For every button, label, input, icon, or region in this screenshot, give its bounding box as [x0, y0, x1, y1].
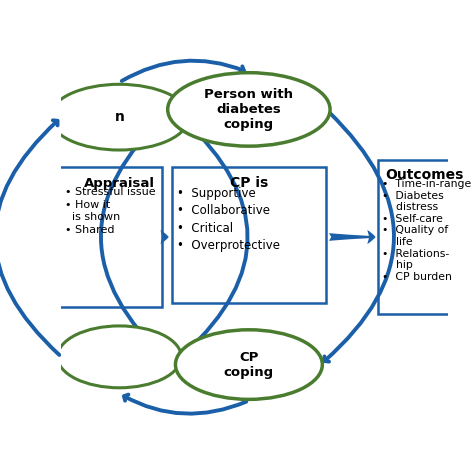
Text: Person with
diabetes
coping: Person with diabetes coping	[204, 88, 293, 131]
Text: • Stressful issue
• How it
  is shown
• Shared: • Stressful issue • How it is shown • Sh…	[65, 187, 156, 235]
Ellipse shape	[175, 330, 322, 400]
Text: n: n	[114, 110, 124, 124]
Ellipse shape	[57, 326, 181, 388]
Text: Outcomes: Outcomes	[385, 168, 464, 182]
Ellipse shape	[168, 73, 330, 146]
Text: Appraisal: Appraisal	[84, 177, 155, 190]
Text: •  Supportive
•  Collaborative
•  Critical
•  Overprotective: • Supportive • Collaborative • Critical …	[177, 187, 280, 252]
FancyBboxPatch shape	[378, 160, 474, 314]
Ellipse shape	[50, 84, 189, 150]
FancyBboxPatch shape	[172, 167, 326, 303]
Text: CP is: CP is	[230, 176, 268, 190]
FancyBboxPatch shape	[15, 167, 162, 307]
Text: •  Time-in-range
•  Diabetes
    distress
•  Self-care
•  Quality of
    life
• : • Time-in-range • Diabetes distress • Se…	[382, 179, 472, 282]
Text: CP
coping: CP coping	[224, 351, 274, 379]
